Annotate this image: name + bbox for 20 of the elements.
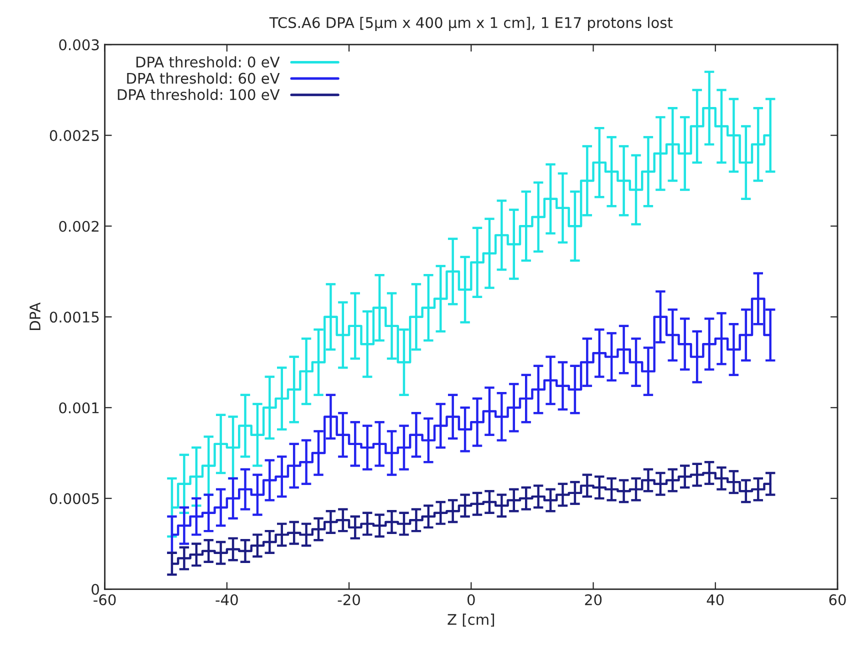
legend-label: DPA threshold: 100 eV	[118, 88, 280, 100]
y-tick-label: 0	[92, 584, 99, 595]
y-tick-label: 0.0025	[50, 130, 99, 142]
y-axis-title: DPA	[30, 302, 40, 330]
x-tick-label: 60	[829, 594, 846, 606]
y-tick-label: 0.0015	[50, 312, 99, 323]
x-tick-label: 0	[467, 594, 475, 606]
chart-title: TCS.A6 DPA [5µm x 400 µm x 1 cm], 1 E17 protons lost	[269, 16, 673, 31]
x-tick-label: 40	[706, 594, 724, 606]
x-tick-label: -40	[216, 594, 238, 606]
legend-label: DPA threshold: 60 eV	[127, 72, 280, 84]
x-axis-title: Z [cm]	[448, 614, 494, 627]
legend-label: DPA threshold: 0 eV	[136, 56, 280, 68]
y-tick-label: 0.002	[59, 220, 98, 232]
x-tick-label: 20	[585, 594, 602, 606]
y-tick-label: 0.0005	[50, 493, 99, 504]
y-tick-label: 0.003	[59, 39, 99, 50]
y-tick-label: 0.001	[59, 402, 99, 414]
x-tick-label: -60	[94, 594, 116, 606]
x-tick-label: -20	[338, 594, 360, 606]
